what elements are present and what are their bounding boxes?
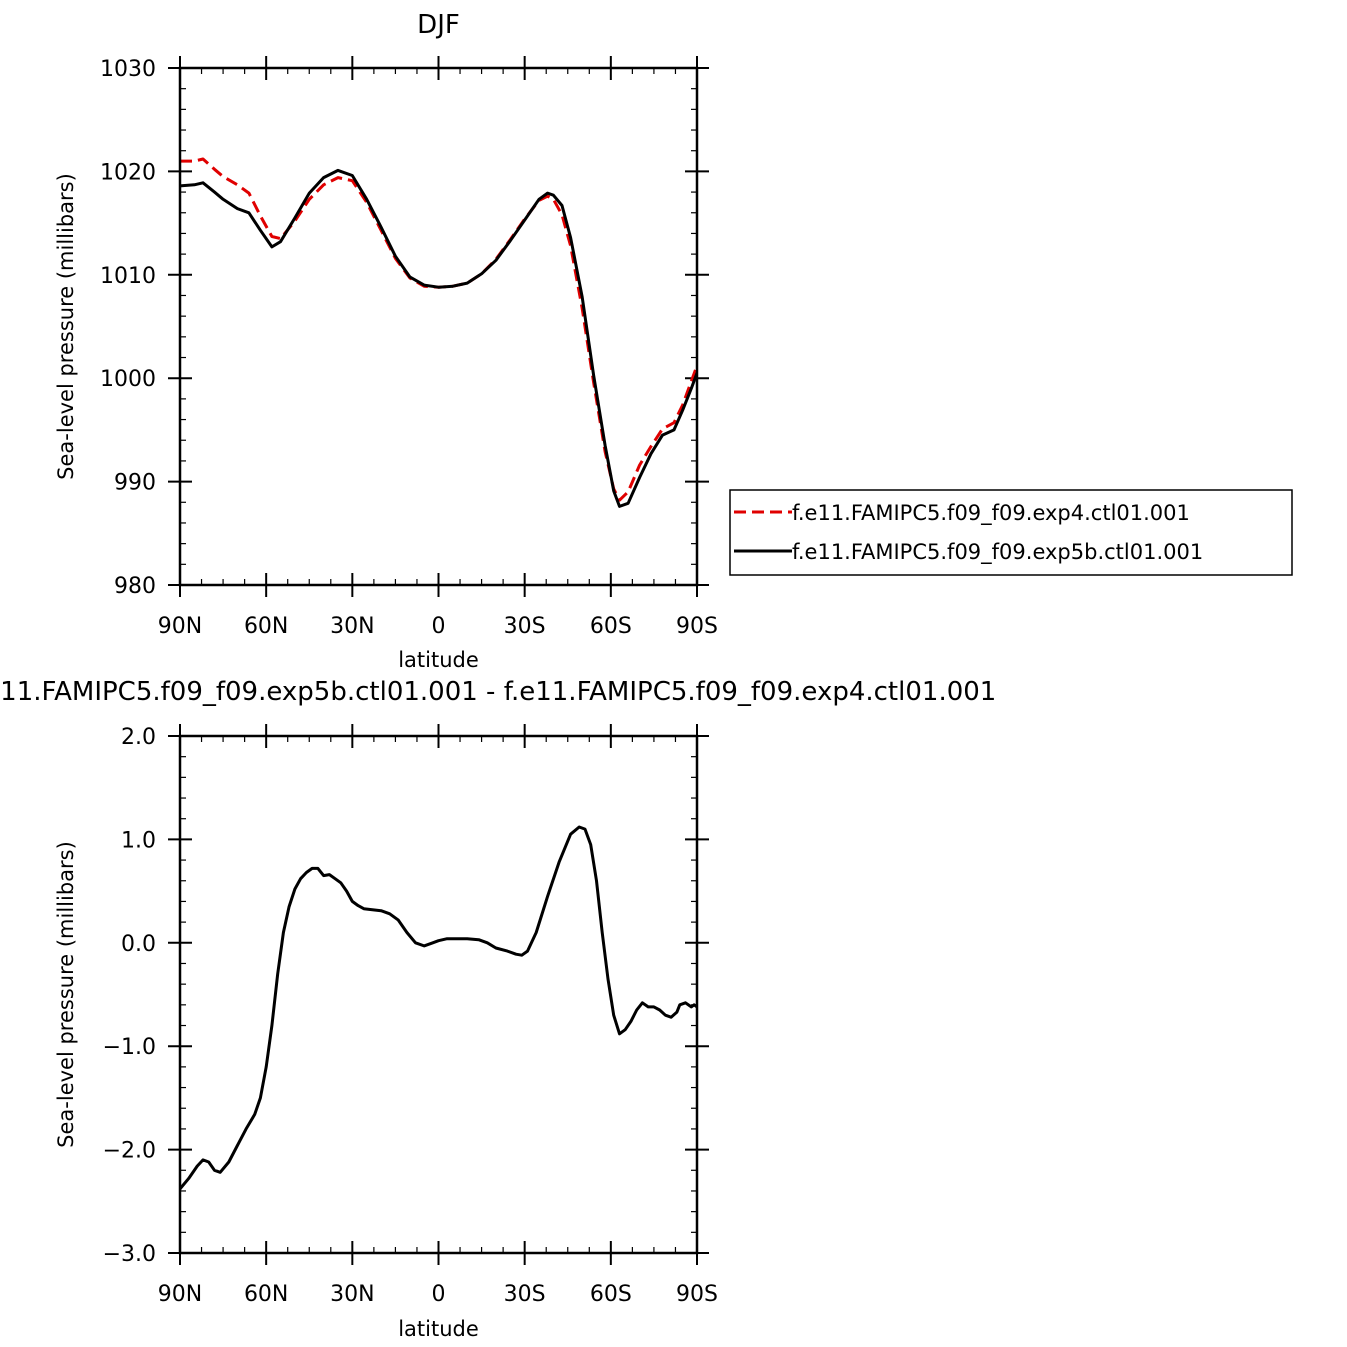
- x-tick-label: 60N: [244, 1282, 288, 1307]
- x-tick-label: 30N: [330, 614, 374, 639]
- x-tick-label: 60S: [590, 1282, 632, 1307]
- x-tick-label: 90S: [676, 614, 718, 639]
- x-tick-label: 0: [432, 1282, 446, 1307]
- x-tick-label: 90S: [676, 1282, 718, 1307]
- x-axis-label: latitude: [398, 1317, 479, 1341]
- x-tick-label: 60N: [244, 614, 288, 639]
- major-ticks: [168, 724, 709, 1265]
- y-tick-label: 990: [114, 471, 156, 496]
- y-tick-label: 1000: [100, 367, 156, 392]
- x-axis-label: latitude: [398, 648, 479, 672]
- chart-title: f.e11.FAMIPC5.f09_f09.exp5b.ctl01.001 - …: [0, 677, 996, 707]
- series-line-0: [180, 825, 697, 1190]
- y-tick-label: −2.0: [103, 1139, 156, 1164]
- legend: f.e11.FAMIPC5.f09_f09.exp4.ctl01.001 f.e1…: [729, 489, 1293, 576]
- x-tick-label: 90N: [158, 614, 202, 639]
- legend-label-1: f.e11.FAMIPC5.f09_f09.exp5b.ctl01.001: [792, 540, 1203, 565]
- y-tick-label: 1.0: [121, 828, 156, 853]
- legend-box: [729, 489, 1293, 576]
- y-axis-label: Sea-level pressure (millibars): [54, 173, 78, 480]
- series-line-1: [180, 168, 697, 508]
- y-tick-label: −1.0: [103, 1035, 156, 1060]
- y-tick-label: −3.0: [103, 1242, 156, 1267]
- x-tick-label: 30S: [504, 1282, 546, 1307]
- major-ticks: [168, 56, 709, 597]
- chart-title: DJF: [417, 10, 460, 40]
- series-line-0: [180, 157, 697, 502]
- y-axis-label: Sea-level pressure (millibars): [54, 841, 78, 1148]
- y-tick-label: 2.0: [121, 725, 156, 750]
- top-chart-panel: 90N 60N 30N 0 30S 60S 90S 980 990 1000 1010 1020 103…: [54, 10, 1293, 672]
- legend-label-0: f.e11.FAMIPC5.f09_f09.exp4.ctl01.001: [792, 501, 1190, 526]
- y-tick-label: 980: [114, 574, 156, 599]
- x-tick-label: 30N: [330, 1282, 374, 1307]
- plot-frame: [178, 734, 699, 1255]
- x-tick-label: 60S: [590, 614, 632, 639]
- y-tick-label: 1020: [100, 160, 156, 185]
- x-tick-label: 0: [432, 614, 446, 639]
- x-tick-label: 30S: [504, 614, 546, 639]
- y-tick-label: 0.0: [121, 932, 156, 957]
- y-tick-label: 1010: [100, 264, 156, 289]
- plot-frame: [178, 66, 699, 587]
- minor-ticks: [179, 735, 698, 1254]
- bottom-chart-panel: 90N 60N 30N 0 30S 60S 90S −3.0 −2.0 −1.0 0.0 1.0 2.0…: [0, 677, 996, 1341]
- x-tick-label: 90N: [158, 1282, 202, 1307]
- y-tick-label: 1030: [100, 57, 156, 82]
